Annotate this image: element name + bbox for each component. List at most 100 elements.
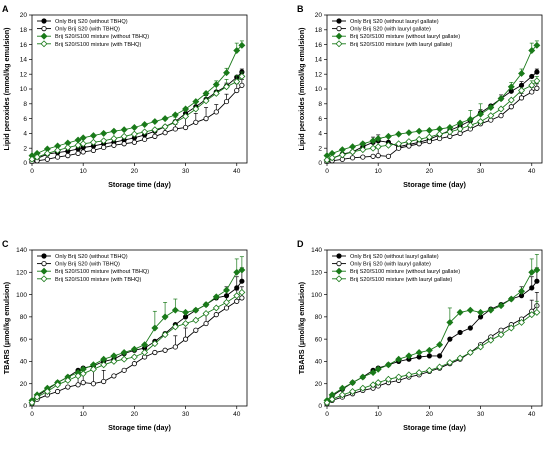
series-line — [31, 269, 243, 401]
data-point — [223, 98, 230, 105]
series-line — [326, 269, 538, 401]
y-tick-label: 40 — [315, 359, 323, 366]
data-point — [533, 41, 541, 49]
data-point — [238, 72, 246, 80]
panel-letter: B — [297, 4, 304, 14]
data-point — [239, 82, 245, 88]
data-point — [528, 47, 536, 54]
y-tick-label: 120 — [311, 269, 322, 276]
y-tick-label: 80 — [315, 314, 323, 321]
legend-label: Only Brij S20 (without lauryl gallate) — [350, 254, 439, 260]
data-point — [446, 359, 454, 367]
data-point — [497, 95, 505, 103]
legend-label: Only Brij S20 (with lauryl gallate) — [350, 262, 431, 268]
panel-a: A 0 10 20 30 40 0 2 4 6 8 10 12 14 16 18 20 Storage time … — [2, 4, 248, 189]
data-point — [466, 349, 474, 356]
y-tick-label: 8 — [23, 101, 27, 108]
data-point — [233, 78, 241, 86]
y-tick-label: 60 — [315, 336, 323, 343]
data-point — [338, 384, 346, 392]
data-point — [171, 118, 179, 126]
data-point — [203, 116, 209, 122]
data-point — [141, 349, 149, 356]
data-point — [497, 302, 505, 310]
data-point — [360, 154, 366, 160]
y-tick-label: 12 — [20, 71, 28, 78]
data-point — [212, 293, 220, 301]
data-point — [370, 153, 376, 159]
data-point — [467, 325, 473, 331]
data-point — [192, 98, 200, 106]
legend-marker — [335, 267, 343, 275]
y-axis-title: Lipid peroxides (mmol/kg emulsion) — [297, 27, 306, 151]
data-point — [466, 121, 474, 129]
data-point — [349, 388, 357, 395]
series-1 — [324, 267, 540, 406]
data-point — [234, 298, 240, 304]
series-4 — [323, 76, 541, 164]
data-point — [130, 124, 138, 131]
x-tick-label: 40 — [528, 168, 536, 175]
data-point — [426, 353, 432, 359]
legend-label: Only Brij S20 (with lauryl gallate) — [350, 27, 431, 33]
series-line — [326, 311, 538, 404]
data-point — [374, 143, 382, 151]
legend-label: Only Brij S20 (without TBHQ) — [55, 19, 128, 25]
data-point — [151, 126, 159, 134]
y-tick-label: 100 — [311, 292, 322, 299]
data-point — [182, 308, 190, 316]
data-point — [349, 379, 357, 387]
data-point — [193, 327, 199, 333]
y-tick-label: 20 — [315, 12, 323, 19]
y-tick-label: 14 — [315, 57, 323, 64]
legend-marker — [335, 275, 343, 283]
y-tick-label: 4 — [318, 131, 322, 138]
y-tick-label: 20 — [20, 12, 28, 19]
x-axis-title: Storage time (day) — [108, 423, 171, 432]
x-tick-label: 0 — [325, 411, 329, 418]
data-point — [528, 311, 536, 319]
data-point — [192, 316, 200, 324]
data-point — [74, 372, 82, 380]
data-point — [487, 336, 495, 344]
legend-label: Brij S20/S100 mixture (without lauryl ga… — [350, 269, 460, 275]
data-point — [213, 109, 219, 115]
data-point — [238, 266, 246, 274]
data-point — [529, 73, 535, 80]
data-point — [446, 128, 454, 136]
data-point — [172, 126, 178, 132]
x-tick-label: 20 — [131, 168, 139, 175]
data-point — [141, 121, 149, 128]
data-point — [477, 308, 485, 316]
data-point — [223, 83, 230, 91]
x-tick-label: 40 — [233, 168, 241, 175]
data-point — [508, 104, 514, 110]
y-tick-label: 16 — [315, 42, 323, 49]
x-tick-label: 10 — [80, 168, 88, 175]
data-point — [507, 96, 515, 104]
series-line — [31, 297, 243, 405]
data-point — [111, 373, 117, 379]
series-3 — [323, 254, 541, 404]
data-point — [28, 155, 36, 163]
legend-marker — [336, 25, 342, 32]
y-tick-label: 20 — [315, 381, 323, 388]
x-tick-label: 10 — [375, 168, 383, 175]
data-point — [238, 288, 246, 296]
legend-marker — [40, 40, 48, 48]
x-axis-title: Storage time (day) — [403, 423, 466, 432]
x-tick-label: 30 — [477, 411, 485, 418]
y-tick-label: 18 — [20, 27, 28, 34]
series-2 — [29, 79, 245, 165]
data-point — [79, 140, 87, 148]
data-point — [338, 151, 346, 159]
data-point — [529, 89, 535, 95]
data-point — [529, 285, 535, 291]
x-tick-label: 30 — [477, 168, 485, 175]
legend: Only Brij S20 (without TBHQ) Only Brij S2… — [37, 253, 149, 283]
data-point — [369, 381, 377, 389]
data-point — [110, 357, 118, 365]
x-tick-label: 20 — [131, 411, 139, 418]
data-point — [141, 128, 149, 136]
data-point — [518, 318, 525, 326]
